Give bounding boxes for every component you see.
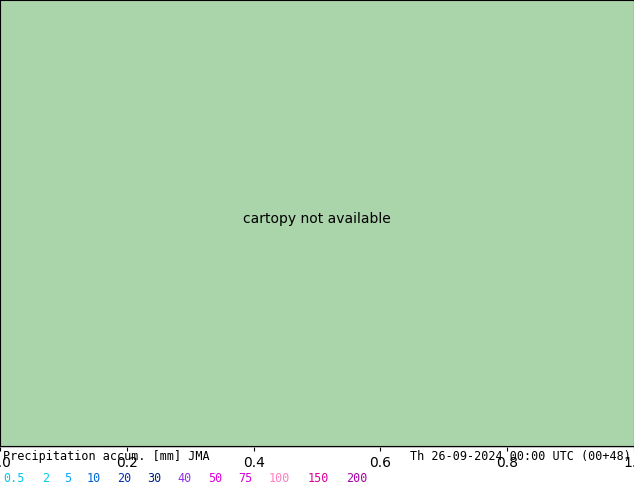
Text: Th 26-09-2024 00:00 UTC (00+48): Th 26-09-2024 00:00 UTC (00+48): [410, 450, 631, 464]
Text: 10: 10: [86, 472, 100, 485]
Text: cartopy not available: cartopy not available: [243, 212, 391, 226]
Text: 40: 40: [178, 472, 191, 485]
Text: 200: 200: [346, 472, 368, 485]
Text: 75: 75: [238, 472, 252, 485]
Text: 100: 100: [269, 472, 290, 485]
Text: 30: 30: [147, 472, 161, 485]
Text: 5: 5: [64, 472, 71, 485]
Text: Precipitation accum. [mm] JMA: Precipitation accum. [mm] JMA: [3, 450, 210, 464]
Text: 50: 50: [208, 472, 222, 485]
Text: 150: 150: [307, 472, 329, 485]
Text: 2: 2: [42, 472, 49, 485]
Text: 0.5: 0.5: [3, 472, 25, 485]
Text: 20: 20: [117, 472, 131, 485]
